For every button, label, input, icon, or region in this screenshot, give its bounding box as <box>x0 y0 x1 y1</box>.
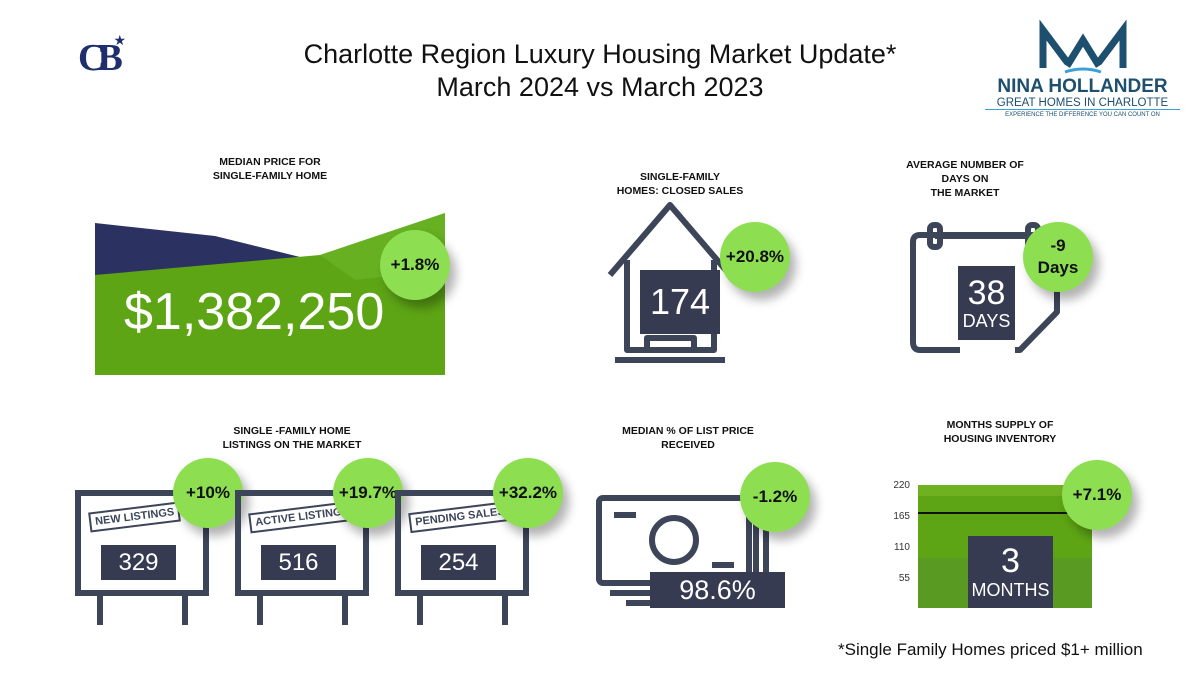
sign-icon <box>395 490 529 625</box>
listing-change-badge: +10% <box>173 458 243 528</box>
footnote: *Single Family Homes priced $1+ million <box>838 640 1143 659</box>
listing-value: 329 <box>101 545 176 580</box>
median-price-area-graphic <box>95 213 445 375</box>
threshold-line <box>918 512 1092 514</box>
closed-sales-change-badge: +20.8% <box>720 222 790 292</box>
days-on-market-change-badge: -9 Days <box>1023 222 1093 292</box>
list-price-value: 98.6% <box>650 572 785 608</box>
listings-label: SINGLE -FAMILY HOME LISTINGS ON THE MARK… <box>222 425 362 451</box>
days-on-market-label: AVERAGE NUMBER OF DAYS ON THE MARKET <box>906 159 1024 199</box>
axis-tick-label: 220 <box>893 480 910 491</box>
listing-change-badge: +32.2% <box>493 458 563 528</box>
axis-tick-label: 55 <box>898 573 910 584</box>
months-supply-change-badge: +7.1% <box>1062 460 1132 530</box>
closed-sales-label: SINGLE-FAMILY HOMES: CLOSED SALES <box>616 171 744 197</box>
median-price-value: $1,382,250 <box>124 283 385 341</box>
list-price-label: MEDIAN % OF LIST PRICE RECEIVED <box>622 425 754 451</box>
coldwell-banker-logo: CB ★ <box>78 32 126 79</box>
axis-tick-label: 110 <box>894 542 910 553</box>
closed-sales-value: 174 <box>640 270 720 334</box>
months-supply-label: MONTHS SUPPLY OF HOUSING INVENTORY <box>943 419 1057 445</box>
sign-icon <box>235 490 369 625</box>
listing-value: 254 <box>421 545 496 580</box>
axis-tick-label: 165 <box>893 511 910 522</box>
nh-house-icon <box>1039 19 1127 74</box>
listing-change-badge: +19.7% <box>333 458 403 528</box>
days-on-market-value: 38 DAYS <box>958 266 1015 340</box>
months-supply-value: 3 MONTHS <box>968 536 1053 608</box>
page-title: Charlotte Region Luxury Housing Market U… <box>303 39 897 102</box>
listing-value: 516 <box>261 545 336 580</box>
list-price-change-badge: -1.2% <box>740 462 810 532</box>
star-icon: ★ <box>113 32 126 48</box>
nina-hollander-logo: NINA HOLLANDER GREAT HOMES IN CHARLOTTE … <box>985 19 1180 122</box>
sign-icon <box>75 490 209 625</box>
median-price-change-badge: +1.8% <box>380 230 450 300</box>
median-price-label: MEDIAN PRICE FOR SINGLE-FAMILY HOME <box>212 156 328 182</box>
